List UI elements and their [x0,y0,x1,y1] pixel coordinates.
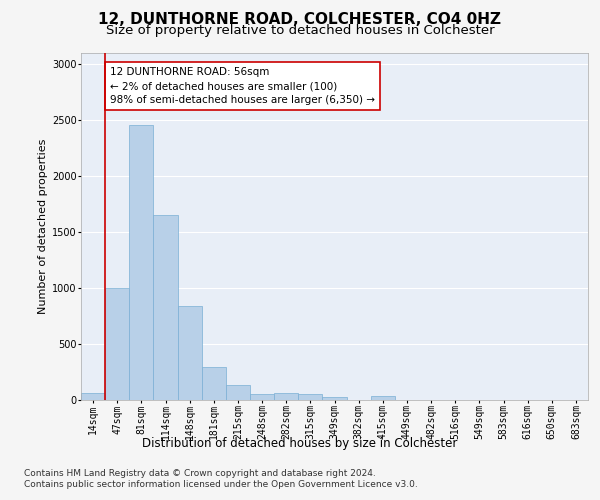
Bar [371,396,395,400]
Bar [322,397,347,400]
Bar [298,394,322,400]
Text: 12 DUNTHORNE ROAD: 56sqm
← 2% of detached houses are smaller (100)
98% of semi-d: 12 DUNTHORNE ROAD: 56sqm ← 2% of detache… [110,67,375,105]
Y-axis label: Number of detached properties: Number of detached properties [38,138,48,314]
Bar [274,394,298,400]
Text: Distribution of detached houses by size in Colchester: Distribution of detached houses by size … [142,438,458,450]
Bar [226,385,250,400]
Bar [202,367,226,400]
Bar [129,126,154,400]
Bar [81,394,105,400]
Text: Size of property relative to detached houses in Colchester: Size of property relative to detached ho… [106,24,494,37]
Bar [105,288,129,400]
Text: Contains HM Land Registry data © Crown copyright and database right 2024.: Contains HM Land Registry data © Crown c… [24,469,376,478]
Bar [178,306,202,400]
Bar [250,394,274,400]
Text: 12, DUNTHORNE ROAD, COLCHESTER, CO4 0HZ: 12, DUNTHORNE ROAD, COLCHESTER, CO4 0HZ [98,12,502,28]
Text: Contains public sector information licensed under the Open Government Licence v3: Contains public sector information licen… [24,480,418,489]
Bar [154,215,178,400]
